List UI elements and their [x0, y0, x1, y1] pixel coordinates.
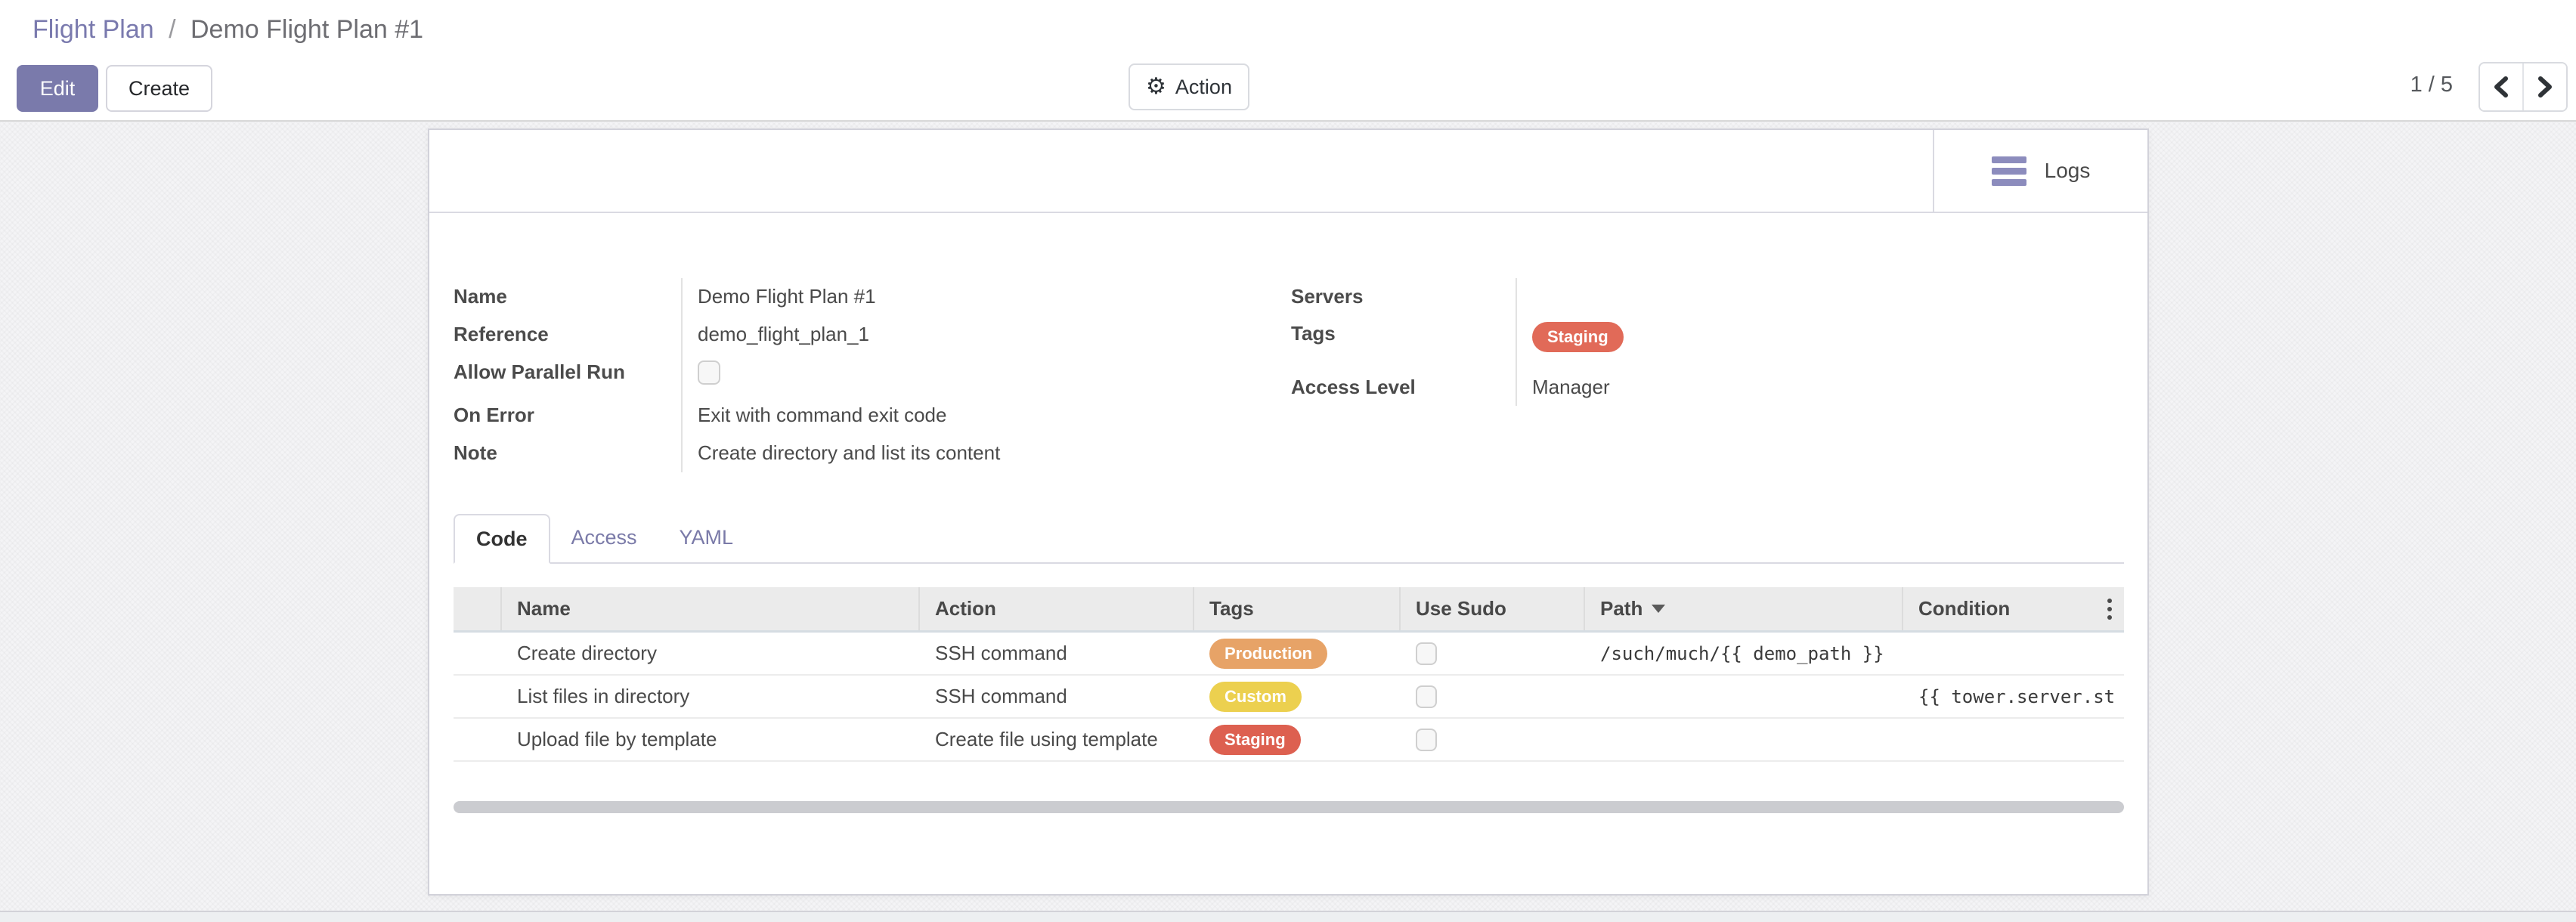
- logs-button[interactable]: Logs: [1933, 130, 2147, 212]
- create-button[interactable]: Create: [106, 65, 212, 112]
- column-header-handle: [454, 587, 502, 630]
- table-row[interactable]: Create directory SSH command Production …: [454, 633, 2124, 676]
- field-value-on-error: Exit with command exit code: [681, 397, 1073, 435]
- breadcrumb-current: Demo Flight Plan #1: [190, 15, 424, 44]
- row-use-sudo-cell: [1401, 633, 1585, 674]
- tab-code[interactable]: Code: [454, 514, 550, 564]
- row-tags-cell: Custom: [1194, 676, 1401, 717]
- field-value-tags: Staging: [1516, 315, 1820, 362]
- row-tags-cell: Staging: [1194, 719, 1401, 760]
- bottom-edge-strip: [0, 911, 2576, 922]
- tag-badge-production: Production: [1209, 638, 1328, 669]
- row-handle-cell: [454, 633, 502, 674]
- field-label-note: Note: [454, 441, 497, 464]
- tag-badge-staging[interactable]: Staging: [1532, 322, 1624, 352]
- control-panel: Flight Plan / Demo Flight Plan #1 Edit C…: [0, 0, 2576, 122]
- field-label-name: Name: [454, 285, 507, 308]
- row-path-cell: [1585, 719, 1903, 760]
- horizontal-scrollbar[interactable]: [454, 801, 2124, 813]
- form-group-left: Name Demo Flight Plan #1 Reference demo_…: [454, 278, 1073, 472]
- field-value-access-level: Manager: [1516, 362, 1820, 406]
- action-button-label: Action: [1175, 75, 1232, 98]
- row-name-cell: List files in directory: [517, 685, 690, 707]
- row-condition-cell: {{ tower.server.st: [1918, 685, 2116, 707]
- use-sudo-checkbox[interactable]: [1416, 642, 1437, 665]
- column-header-name[interactable]: Name: [502, 587, 920, 630]
- tag-badge-custom: Custom: [1209, 681, 1302, 712]
- chevron-left-icon: [2494, 76, 2508, 97]
- chevron-right-icon: [2538, 76, 2552, 97]
- action-button[interactable]: ⚙︎ Action: [1129, 63, 1249, 110]
- row-name-cell: Create directory: [517, 642, 657, 664]
- use-sudo-checkbox[interactable]: [1416, 685, 1437, 708]
- field-label-tags: Tags: [1291, 322, 1336, 345]
- column-header-path[interactable]: Path: [1585, 587, 1903, 630]
- logs-button-label: Logs: [2044, 159, 2091, 182]
- edit-button[interactable]: Edit: [17, 65, 98, 112]
- field-value-name: Demo Flight Plan #1: [681, 278, 1073, 316]
- notebook-tabs: Code Access YAML: [454, 514, 2124, 564]
- row-action-cell: SSH command: [935, 642, 1067, 664]
- pager-previous-button[interactable]: [2480, 63, 2522, 110]
- gear-icon: ⚙︎: [1146, 74, 1166, 99]
- form-card: Logs Name Demo Flight Plan #1 Reference …: [428, 128, 2149, 896]
- commands-table: Name Action Tags Use Sudo Path Condition…: [454, 587, 2124, 762]
- row-action-cell: Create file using template: [935, 728, 1158, 750]
- pager: [2478, 62, 2568, 112]
- row-use-sudo-cell: [1401, 676, 1585, 717]
- field-value-reference: demo_flight_plan_1: [681, 316, 1073, 354]
- breadcrumb: Flight Plan / Demo Flight Plan #1: [33, 12, 423, 47]
- field-value-allow-parallel-run: [681, 354, 1073, 397]
- tab-yaml[interactable]: YAML: [679, 525, 734, 549]
- table-header-row: Name Action Tags Use Sudo Path Condition: [454, 587, 2124, 633]
- breadcrumb-parent-link[interactable]: Flight Plan: [33, 15, 154, 44]
- use-sudo-checkbox[interactable]: [1416, 728, 1437, 751]
- tag-badge-staging-row: Staging: [1209, 724, 1301, 755]
- table-row[interactable]: Upload file by template Create file usin…: [454, 719, 2124, 762]
- optional-columns-icon[interactable]: [2107, 598, 2112, 620]
- row-action-cell: SSH command: [935, 685, 1067, 707]
- row-path-cell: [1585, 676, 1903, 717]
- field-value-note: Create directory and list its content: [681, 435, 1073, 472]
- form-group-right: Servers Tags Staging Access Level Manage…: [1291, 278, 1820, 406]
- row-use-sudo-cell: [1401, 719, 1585, 760]
- allow-parallel-run-checkbox[interactable]: [698, 360, 720, 385]
- field-label-servers: Servers: [1291, 285, 1364, 308]
- row-path-cell: /such/much/{{ demo_path }}: [1600, 642, 1884, 664]
- field-label-reference: Reference: [454, 323, 549, 345]
- row-name-cell: Upload file by template: [517, 728, 717, 750]
- sort-desc-icon: [1652, 605, 1666, 613]
- card-button-banner: Logs: [429, 130, 2147, 213]
- column-header-condition[interactable]: Condition: [1903, 587, 2124, 630]
- row-condition-cell: [1903, 633, 2124, 674]
- bars-icon: [1991, 156, 2026, 186]
- row-tags-cell: Production: [1194, 633, 1401, 674]
- column-header-tags[interactable]: Tags: [1194, 587, 1401, 630]
- field-label-access-level: Access Level: [1291, 376, 1416, 398]
- column-header-use-sudo[interactable]: Use Sudo: [1401, 587, 1585, 630]
- tab-access[interactable]: Access: [571, 525, 637, 549]
- column-header-action[interactable]: Action: [920, 587, 1194, 630]
- row-condition-cell: [1903, 719, 2124, 760]
- pager-next-button[interactable]: [2522, 63, 2566, 110]
- pager-value: 1 / 5: [2410, 73, 2453, 97]
- row-handle-cell: [454, 676, 502, 717]
- field-label-allow-parallel-run: Allow Parallel Run: [454, 360, 625, 383]
- row-handle-cell: [454, 719, 502, 760]
- field-label-on-error: On Error: [454, 404, 534, 426]
- field-value-servers: [1516, 278, 1820, 315]
- table-row[interactable]: List files in directory SSH command Cust…: [454, 676, 2124, 719]
- breadcrumb-separator: /: [169, 15, 176, 44]
